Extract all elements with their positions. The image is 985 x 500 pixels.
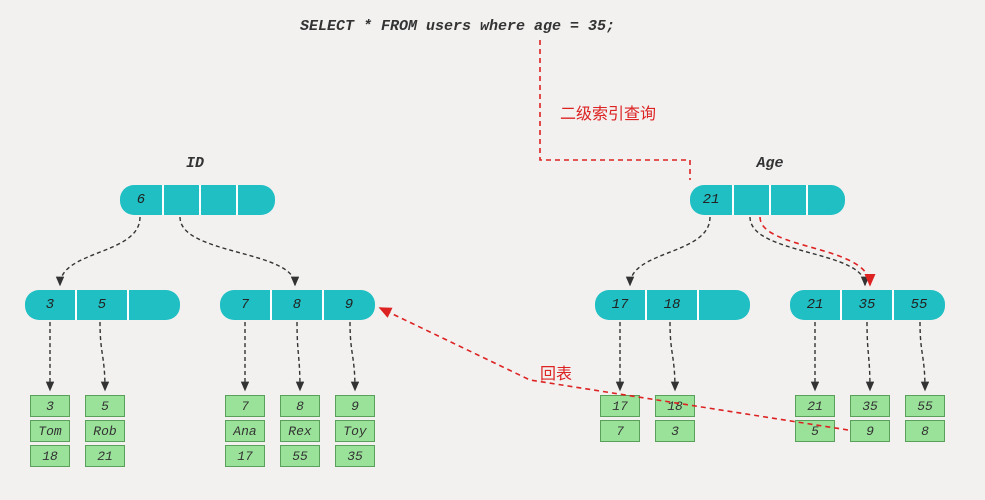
connectors	[0, 0, 985, 500]
